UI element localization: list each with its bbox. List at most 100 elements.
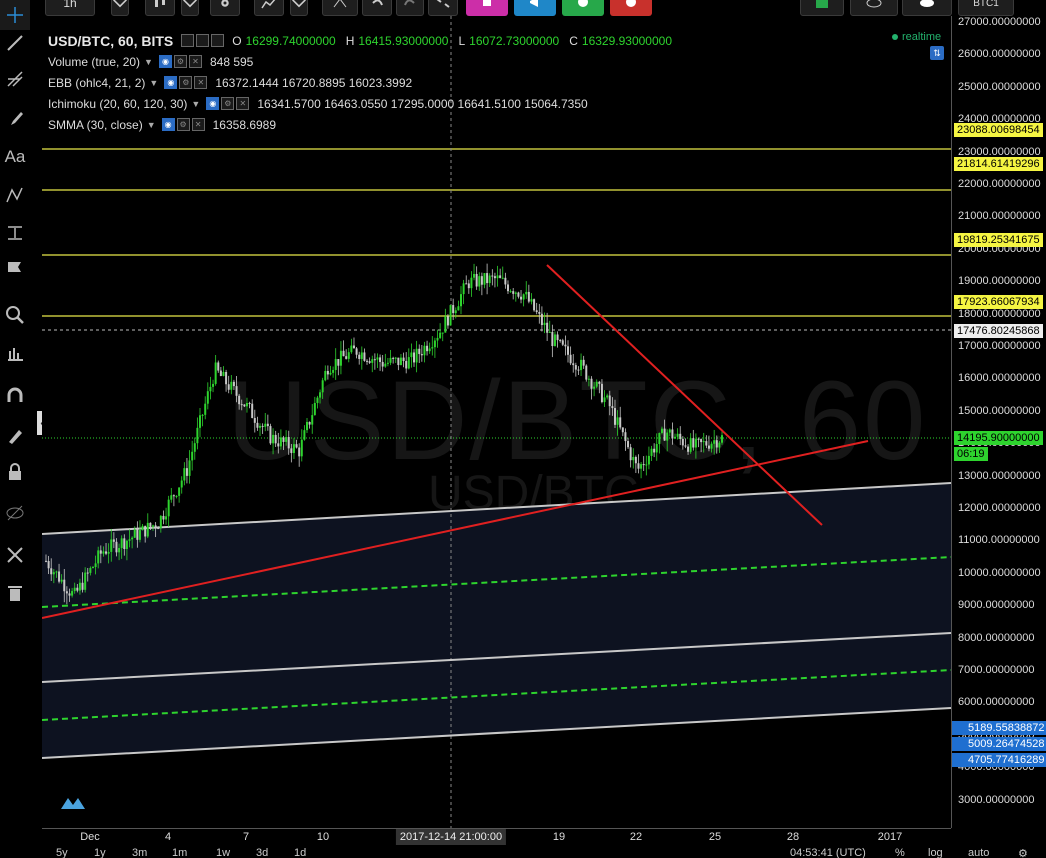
log-toggle[interactable]: log bbox=[928, 847, 943, 858]
indicators-icon[interactable] bbox=[254, 0, 284, 16]
flag-icon[interactable] bbox=[0, 254, 30, 284]
megaphone-icon[interactable] bbox=[514, 0, 556, 16]
candle-body bbox=[154, 525, 157, 529]
range-button-1y[interactable]: 1y bbox=[94, 847, 106, 858]
gear-icon[interactable]: ⚙ bbox=[173, 55, 187, 68]
candle-body bbox=[580, 359, 583, 371]
range-button-3m[interactable]: 3m bbox=[132, 847, 148, 858]
snapshot-camera-icon[interactable] bbox=[800, 0, 844, 16]
candle-body bbox=[632, 456, 635, 461]
channel-upper-line bbox=[42, 482, 951, 535]
trendline-icon[interactable] bbox=[0, 28, 30, 58]
candle-body bbox=[582, 359, 585, 366]
hide-series-icon[interactable] bbox=[181, 34, 195, 47]
candle-body bbox=[324, 370, 327, 381]
range-button-1d[interactable]: 1d bbox=[294, 847, 307, 858]
remove-series-icon[interactable] bbox=[211, 34, 225, 47]
pinterest-icon[interactable] bbox=[610, 0, 652, 16]
candle-body bbox=[564, 344, 567, 347]
close-icon[interactable]: ✕ bbox=[188, 55, 202, 68]
series-settings-icon[interactable] bbox=[196, 34, 210, 47]
cloud-download-icon[interactable] bbox=[850, 0, 898, 16]
crosshair-icon[interactable] bbox=[0, 0, 30, 30]
candle-body bbox=[668, 429, 671, 433]
candle-body bbox=[658, 432, 661, 445]
tools-icon[interactable] bbox=[0, 540, 30, 570]
candle-body bbox=[371, 359, 374, 363]
price-tick-label: 12000.00000000 bbox=[958, 502, 1041, 514]
drawing-mode-icon[interactable] bbox=[0, 421, 30, 451]
price-tick-label: 9000.00000000 bbox=[958, 599, 1035, 612]
candle-body bbox=[533, 299, 536, 311]
chart-pane[interactable]: USD/BTC, 60 USD/BTC bbox=[42, 16, 951, 828]
range-button-1m[interactable]: 1m bbox=[172, 847, 188, 858]
lock-icon[interactable] bbox=[0, 457, 30, 487]
gear-icon[interactable]: ⚙ bbox=[221, 97, 235, 110]
resistance-trendline bbox=[546, 264, 823, 526]
eye-icon[interactable]: ◉ bbox=[158, 55, 172, 68]
percent-toggle[interactable]: % bbox=[895, 847, 905, 858]
candle-body bbox=[212, 383, 215, 387]
price-axis[interactable]: 27000.00000000 26000.00000000 25000.000000… bbox=[951, 16, 1046, 828]
price-chart-svg[interactable] bbox=[42, 16, 951, 828]
time-axis[interactable]: Dec 4 7 10 19 22 25 28 2017 2017-12-14 21:00:00 bbox=[42, 828, 951, 846]
candle-body bbox=[58, 571, 61, 582]
candle-body bbox=[128, 539, 131, 541]
xing-icon[interactable] bbox=[562, 0, 604, 16]
price-tick-label: 18000.00000000 bbox=[958, 307, 1041, 320]
candle-body bbox=[459, 294, 462, 307]
redo-icon[interactable] bbox=[396, 0, 424, 16]
cloud-upload-icon[interactable] bbox=[902, 0, 952, 16]
range-button-3d[interactable]: 3d bbox=[256, 847, 269, 858]
candle-body bbox=[713, 440, 716, 444]
close-icon[interactable]: ✕ bbox=[194, 76, 208, 89]
style-dropdown[interactable] bbox=[181, 0, 199, 16]
level-price-badge: 17923.66067934 bbox=[954, 295, 1043, 309]
trash-icon[interactable] bbox=[0, 578, 30, 608]
level-price-badge: 19819.25341675 bbox=[954, 233, 1043, 247]
interval-button[interactable]: 1h bbox=[45, 0, 95, 16]
auto-scale-toggle[interactable]: auto bbox=[968, 847, 990, 858]
gear-icon[interactable]: ⚙ bbox=[176, 118, 190, 131]
measure-icon[interactable] bbox=[0, 218, 30, 248]
magnet-icon[interactable] bbox=[0, 381, 30, 411]
eye-icon[interactable]: ◉ bbox=[206, 97, 220, 110]
settings-gear-icon[interactable] bbox=[210, 0, 240, 16]
symbol-button[interactable]: BTC1 bbox=[958, 0, 1014, 16]
text-icon[interactable]: Aa bbox=[4, 147, 26, 166]
price-tick-label: 15000.00000000 bbox=[958, 404, 1041, 417]
cube-icon[interactable] bbox=[466, 0, 508, 16]
legend-indicator-smma: SMMA (30, close) ▼ ◉ ⚙ ✕ 16358.6989 bbox=[48, 117, 277, 132]
measure-bars-icon[interactable] bbox=[0, 338, 30, 368]
candle-body bbox=[78, 582, 81, 591]
gear-icon[interactable]: ⚙ bbox=[179, 76, 193, 89]
chart-settings-gear-icon[interactable]: ⚙ bbox=[1018, 848, 1028, 858]
range-button-1w[interactable]: 1w bbox=[216, 847, 231, 858]
zoom-icon[interactable] bbox=[0, 300, 30, 330]
chart-style-icon[interactable] bbox=[145, 0, 175, 16]
hide-drawings-icon[interactable] bbox=[0, 498, 30, 528]
pattern-icon[interactable] bbox=[0, 180, 30, 210]
candle-body bbox=[245, 402, 248, 407]
indicators-dropdown[interactable] bbox=[290, 0, 308, 16]
candle-body bbox=[681, 438, 684, 446]
close-icon[interactable]: ✕ bbox=[236, 97, 250, 110]
compare-icon[interactable] bbox=[322, 0, 358, 16]
brush-icon[interactable] bbox=[0, 104, 30, 134]
legend-toggle-icon[interactable]: ⇅ bbox=[930, 46, 944, 60]
symbol-title[interactable]: USD/BTC, 60, BITS bbox=[48, 32, 174, 49]
candle-body bbox=[721, 435, 723, 443]
eye-icon[interactable]: ◉ bbox=[161, 118, 175, 131]
eye-icon[interactable]: ◉ bbox=[164, 76, 178, 89]
pitchfork-icon[interactable] bbox=[0, 64, 30, 94]
candle-body bbox=[235, 386, 238, 396]
close-icon[interactable]: ✕ bbox=[191, 118, 205, 131]
range-button-5y[interactable]: 5y bbox=[56, 847, 68, 858]
candle-body bbox=[214, 362, 217, 384]
channel-mid-upper-line bbox=[42, 556, 951, 608]
fullscreen-icon[interactable] bbox=[428, 0, 458, 16]
undo-icon[interactable] bbox=[362, 0, 392, 16]
candle-body bbox=[543, 322, 546, 326]
interval-dropdown[interactable] bbox=[111, 0, 129, 16]
candle-body bbox=[540, 313, 543, 326]
